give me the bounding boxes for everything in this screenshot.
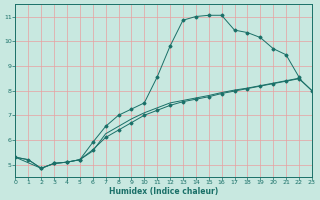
X-axis label: Humidex (Indice chaleur): Humidex (Indice chaleur) <box>109 187 218 196</box>
